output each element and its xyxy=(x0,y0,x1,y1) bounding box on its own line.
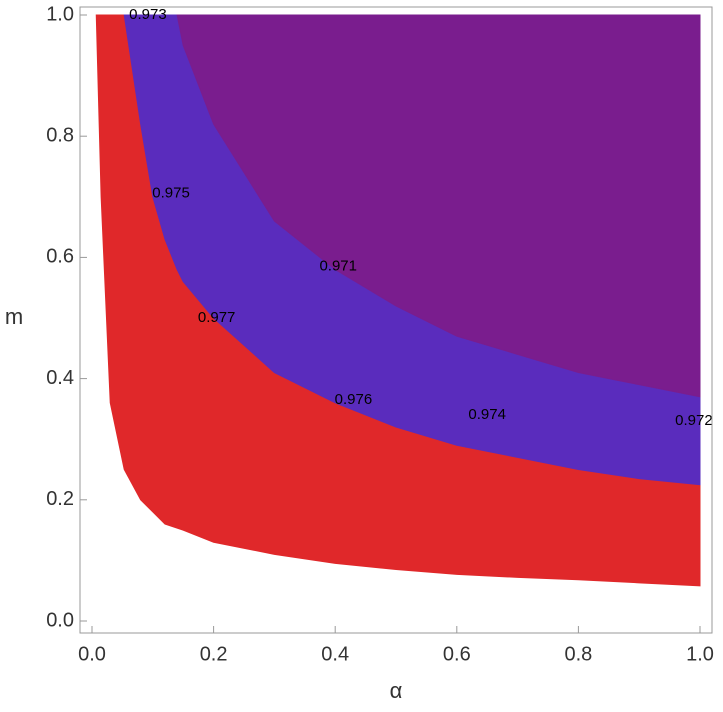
contour-label: 0.975 xyxy=(152,185,190,202)
y-tick-label: 0.4 xyxy=(46,367,74,389)
y-tick-label: 0.8 xyxy=(46,124,74,146)
contour-region xyxy=(176,14,701,398)
frame xyxy=(79,6,713,634)
contour-label: 0.971 xyxy=(319,257,357,274)
contour-label: 0.976 xyxy=(335,391,373,408)
y-axis-label: m xyxy=(5,304,23,329)
x-tick-label: 0.0 xyxy=(78,643,106,665)
y-tick-label: 0.6 xyxy=(46,246,74,268)
x-tick-label: 1.0 xyxy=(686,643,714,665)
contour-label: 0.974 xyxy=(468,406,506,423)
y-tick-label: 0.2 xyxy=(46,488,74,510)
y-tick-label: 0.0 xyxy=(46,609,74,631)
x-tick-label: 0.6 xyxy=(443,643,471,665)
contour-label: 0.972 xyxy=(675,412,713,429)
plot-area: 0.973 0.975 0.971 0.977 0.976 0.974 0.972 xyxy=(95,6,713,587)
contour-label: 0.973 xyxy=(129,6,167,23)
x-tick-label: 0.4 xyxy=(321,643,349,665)
x-tick-label: 0.8 xyxy=(564,643,592,665)
contour-label: 0.977 xyxy=(198,309,236,326)
y-tick-label: 1.0 xyxy=(46,3,74,25)
x-tick-label: 0.2 xyxy=(200,643,228,665)
x-axis-label: α xyxy=(390,678,403,703)
